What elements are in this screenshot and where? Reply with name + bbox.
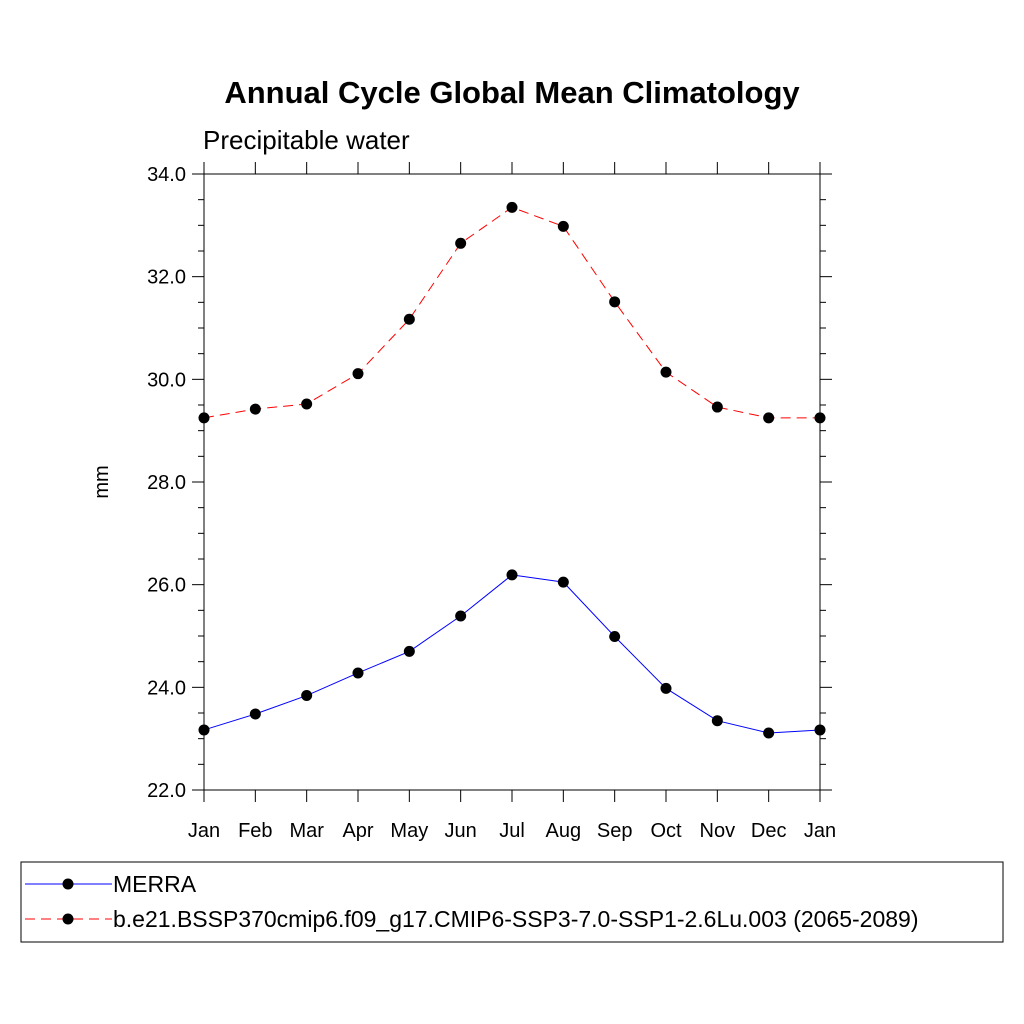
- x-tick-label: Nov: [700, 820, 736, 842]
- x-tick-label: Apr: [342, 820, 373, 842]
- series-2-point: [403, 313, 415, 325]
- chart-title: Annual Cycle Global Mean Climatology: [224, 75, 800, 110]
- y-axis-label: mm: [91, 465, 113, 498]
- x-tick-label: Jun: [445, 820, 477, 842]
- y-tick-label: 28.0: [147, 472, 186, 494]
- legend-label-1: MERRA: [113, 871, 197, 897]
- legend-marker-1: [62, 878, 74, 890]
- series-1-point: [301, 690, 313, 702]
- series-2-point: [660, 366, 672, 378]
- x-tick-label: Oct: [650, 820, 682, 842]
- y-tick-label: 32.0: [147, 267, 186, 289]
- series-2-point: [506, 201, 518, 213]
- chart-subtitle: Precipitable water: [203, 125, 410, 155]
- series-2-point: [198, 412, 210, 424]
- series-1-point: [455, 610, 467, 622]
- x-tick-label: Jan: [804, 820, 836, 842]
- series-line-1: [203, 574, 821, 734]
- y-tick-label: 26.0: [147, 575, 186, 597]
- x-tick-label: May: [390, 820, 428, 842]
- series-2-point: [301, 398, 313, 410]
- axes-layer: Jan Feb Mar Apr May Jun Jul Aug Sep Oct Nov Dec Jan2…: [147, 162, 836, 842]
- series-2-point: [763, 412, 775, 424]
- series-1-point: [609, 631, 621, 643]
- series-1-point: [557, 576, 569, 588]
- series-1-point: [506, 569, 518, 581]
- x-tick-label: Feb: [238, 820, 272, 842]
- series-1-point: [660, 682, 672, 694]
- series-1-point: [403, 645, 415, 657]
- series-2-point: [455, 237, 467, 249]
- y-tick-label: 24.0: [147, 677, 186, 699]
- plot-frame: [203, 173, 821, 791]
- series-1-point: [198, 724, 210, 736]
- x-tick-label: Sep: [597, 820, 633, 842]
- x-tick-label: Dec: [751, 820, 787, 842]
- series-2-point: [352, 368, 364, 380]
- series-1-point: [249, 708, 261, 720]
- y-tick-label: 30.0: [147, 369, 186, 391]
- x-tick-label: Mar: [289, 820, 324, 842]
- series-layer: [198, 201, 826, 739]
- series-1-point: [814, 724, 826, 736]
- y-tick-label: 34.0: [147, 164, 186, 186]
- series-2-point: [609, 296, 621, 308]
- series-2-point: [249, 403, 261, 415]
- legend-frame: [20, 861, 1004, 943]
- series-2-point: [814, 412, 826, 424]
- legend-label-2: b.e21.BSSP370cmip6.f09_g17.CMIP6-SSP3-7.…: [113, 906, 919, 932]
- x-tick-label: Jan: [188, 820, 220, 842]
- legend-marker-2: [62, 913, 74, 925]
- series-2-point: [557, 220, 569, 232]
- legend: MERRA b.e21.BSSP370cmip6.f09_g17.CMIP6-SS…: [20, 861, 1004, 943]
- series-1-point: [352, 667, 364, 679]
- series-2-point: [711, 401, 723, 413]
- x-tick-label: Jul: [499, 820, 525, 842]
- series-line-2: [203, 206, 820, 419]
- x-tick-label: Aug: [546, 820, 582, 842]
- legend-items: MERRA b.e21.BSSP370cmip6.f09_g17.CMIP6-SS…: [25, 871, 919, 932]
- series-1-point: [763, 727, 775, 739]
- series-1-point: [711, 715, 723, 727]
- y-tick-label: 22.0: [147, 780, 186, 802]
